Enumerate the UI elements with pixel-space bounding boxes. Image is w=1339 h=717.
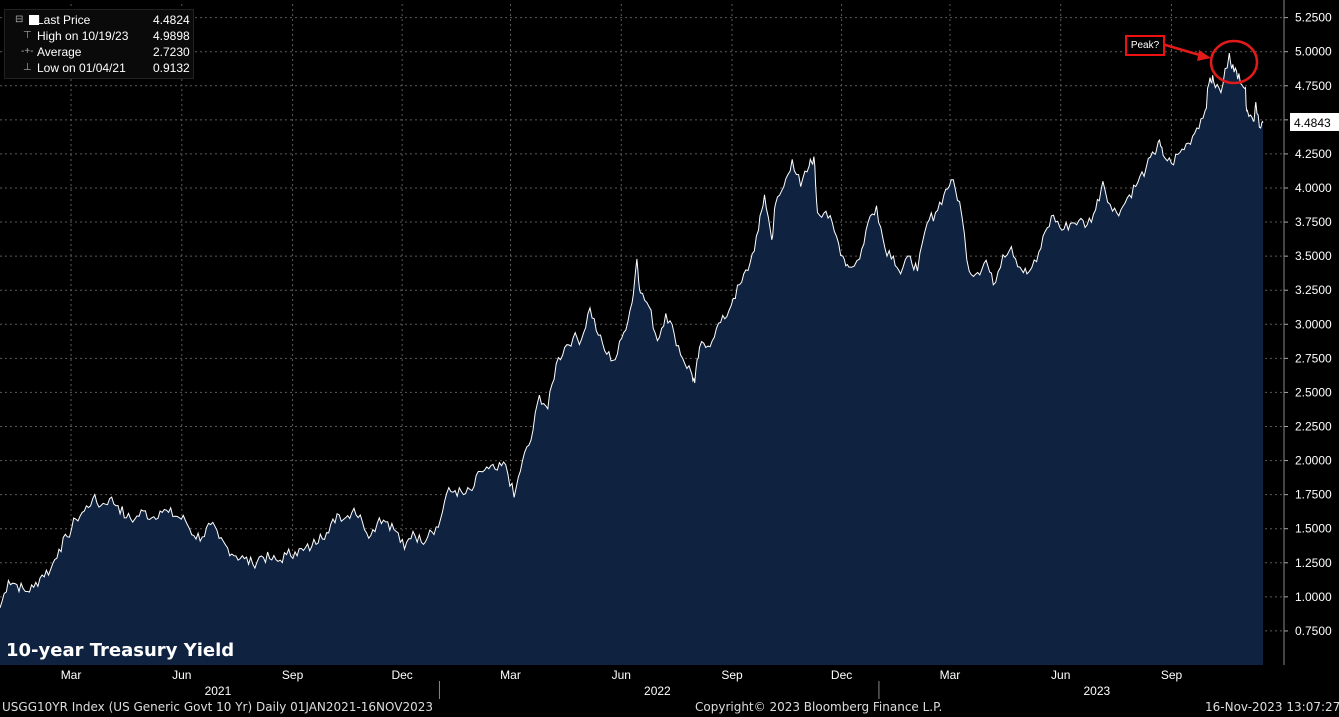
y-tick-label: 5.0000 <box>1295 45 1332 59</box>
x-tick-label: Mar <box>940 668 961 682</box>
x-tick-label: Jun <box>1051 668 1070 682</box>
y-tick-label: 2.7500 <box>1295 351 1332 365</box>
peak-annotation: Peak? <box>1125 35 1165 56</box>
y-tick-label: 5.2500 <box>1295 11 1332 25</box>
y-tick-label: 4.7500 <box>1295 79 1332 93</box>
y-axis: 0.7500 1.0000 1.2500 1.5000 1.7500 2.0000 2.25… <box>1283 0 1339 665</box>
y-tick-label: 1.2500 <box>1295 556 1332 570</box>
x-axis: Mar Jun Sep Dec Mar Jun Sep Dec Mar Jun Sep 2021 202… <box>61 668 1183 699</box>
x-tick-label: Sep <box>282 668 304 682</box>
year-label: 2022 <box>644 684 671 698</box>
footer-copyright: Copyright© 2023 Bloomberg Finance L.P. <box>695 700 943 714</box>
peak-circle <box>1209 39 1259 85</box>
peak-arrow-line <box>1161 42 1204 58</box>
average-marker-icon: -+- <box>21 46 34 57</box>
x-tick-label: Sep <box>1161 668 1183 682</box>
y-tick-label: 2.2500 <box>1295 419 1332 433</box>
high-marker-icon: ⊤ <box>23 30 32 41</box>
y-tick-label: 4.2500 <box>1295 147 1332 161</box>
footer-timestamp: 16-Nov-2023 13:07:27 <box>1205 700 1339 714</box>
y-tick-label: 0.7500 <box>1295 624 1332 638</box>
y-tick-label: 3.2500 <box>1295 283 1332 297</box>
year-label: 2021 <box>205 684 232 698</box>
y-tick-label: 3.7500 <box>1295 215 1332 229</box>
y-tick-label: 1.7500 <box>1295 488 1332 502</box>
x-tick-label: Mar <box>500 668 521 682</box>
last-price-swatch-icon <box>29 15 39 25</box>
legend-box: ⊟ Last Price 4.4824 ⊤ High on 10/19/23 4… <box>4 9 194 79</box>
x-tick-label: Dec <box>831 668 852 682</box>
last-value-tag <box>1290 112 1339 131</box>
y-tick-label: 1.5000 <box>1295 522 1332 536</box>
y-tick-label: 1.0000 <box>1295 590 1332 604</box>
x-tick-label: Mar <box>61 668 82 682</box>
footer-index-info: USGG10YR Index (US Generic Govt 10 Yr) D… <box>2 700 434 714</box>
collapse-icon: ⊟ <box>15 14 24 25</box>
y-tick-label: 2.0000 <box>1295 454 1332 468</box>
x-tick-label: Jun <box>172 668 191 682</box>
yield-area <box>0 53 1263 666</box>
x-tick-label: Jun <box>612 668 631 682</box>
y-tick-label: 4.0000 <box>1295 181 1332 195</box>
chart-title: 10-year Treasury Yield <box>6 640 235 661</box>
year-label: 2023 <box>1083 684 1110 698</box>
last-value-tag-text: 4.4843 <box>1294 116 1331 130</box>
x-tick-label: Sep <box>721 668 743 682</box>
x-tick-label: Dec <box>391 668 412 682</box>
low-marker-icon: ⊥ <box>23 62 32 73</box>
y-tick-label: 3.0000 <box>1295 317 1332 331</box>
y-tick-label: 2.5000 <box>1295 385 1332 399</box>
peak-annotation-marks <box>1161 39 1259 85</box>
yield-line <box>0 53 1264 608</box>
peak-arrow-head <box>1197 50 1211 61</box>
y-tick-label: 3.5000 <box>1295 249 1332 263</box>
